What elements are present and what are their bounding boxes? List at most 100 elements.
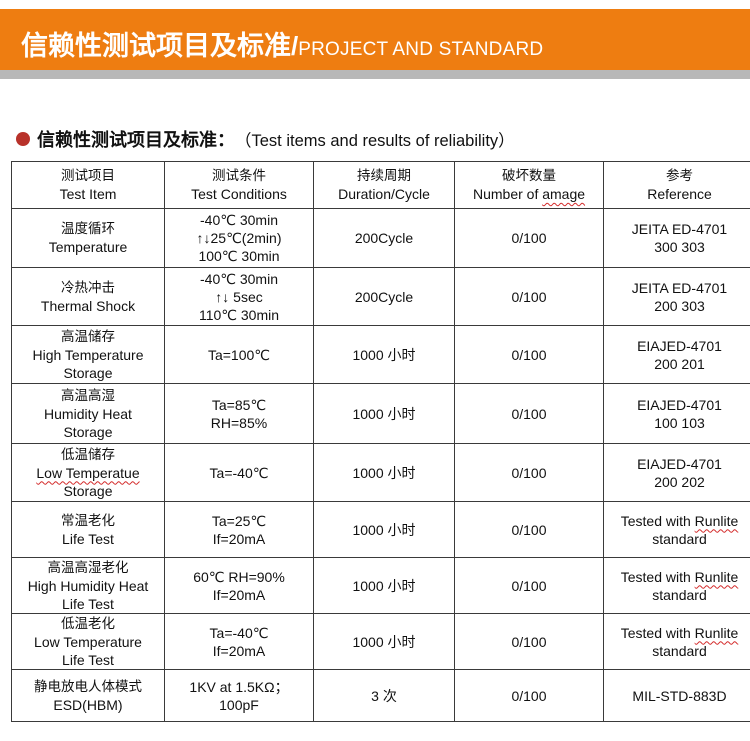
cell-test-item: 常温老化 Life Test xyxy=(11,501,165,558)
test-item-en-line2: Storage xyxy=(63,364,113,381)
duration-value: 1000 小时 xyxy=(352,633,416,650)
damage-value: 0/100 xyxy=(511,687,547,704)
header-cn: 参考 xyxy=(666,168,693,184)
damage-value: 0/100 xyxy=(511,346,547,363)
damage-value: 0/100 xyxy=(511,405,547,422)
header-en: Test Conditions xyxy=(191,186,287,202)
condition-line: If=20mA xyxy=(212,586,266,603)
reference-line: 100 103 xyxy=(654,414,705,431)
reference-brand: Runlite xyxy=(694,624,739,641)
test-item-cn: 冷热冲击 xyxy=(61,279,115,296)
damage-value: 0/100 xyxy=(511,288,547,305)
cell-damage: 0/100 xyxy=(454,383,604,444)
duration-value: 200Cycle xyxy=(354,230,414,246)
test-item-cn: 低温储存 xyxy=(61,446,115,463)
cell-reference: Tested with Runlite standard xyxy=(603,501,750,558)
cell-test-item: 温度循环 Temperature xyxy=(11,208,165,268)
test-item-cn: 高温高湿 xyxy=(61,387,115,404)
duration-value: 1000 小时 xyxy=(352,577,416,594)
cell-duration: 1000 小时 xyxy=(313,613,455,670)
cell-test-conditions: -40℃ 30min ↑↓25℃(2min) 100℃ 30min xyxy=(164,208,314,268)
cell-duration: 1000 小时 xyxy=(313,557,455,614)
header-en: Reference xyxy=(647,186,712,202)
cell-test-conditions: Ta=25℃ If=20mA xyxy=(164,501,314,558)
header-cn: 持续周期 xyxy=(357,168,411,184)
duration-value: 3 次 xyxy=(371,687,397,704)
condition-line: If=20mA xyxy=(212,642,266,659)
cell-damage: 0/100 xyxy=(454,208,604,268)
duration-value: 1000 小时 xyxy=(352,521,416,538)
reliability-table: 测试项目 Test Item 测试条件 Test Conditions 持续周期… xyxy=(11,161,750,722)
condition-line: ↑↓25℃(2min) xyxy=(196,230,282,246)
header-en: Number of amage xyxy=(457,185,601,203)
header-cn: 测试条件 xyxy=(212,168,266,184)
cell-test-conditions: Ta=100℃ xyxy=(164,325,314,384)
cell-test-item: 低温老化 Low Temperature Life Test xyxy=(11,613,165,670)
section-title-cn: 信赖性测试项目及标准： xyxy=(37,130,235,151)
table-row: 常温老化 Life Test Ta=25℃ If=20mA 1000 小时 0/100 Te… xyxy=(11,501,750,558)
reference-prefix: Tested with xyxy=(620,624,695,641)
cell-test-item: 高温高湿老化 High Humidity Heat Life Test xyxy=(11,557,165,614)
reference-line: Tested with Runlite xyxy=(606,568,750,586)
cell-test-conditions: Ta=-40℃ If=20mA xyxy=(164,613,314,670)
cell-duration: 1000 小时 xyxy=(313,325,455,384)
condition-line: Ta=85℃ xyxy=(211,396,267,413)
damage-value: 0/100 xyxy=(511,521,547,538)
cell-damage: 0/100 xyxy=(454,443,604,502)
test-item-cn: 低温老化 xyxy=(61,615,115,632)
header-duration: 持续周期 Duration/Cycle xyxy=(313,161,455,209)
cell-reference: Tested with Runlite standard xyxy=(603,557,750,614)
condition-line: -40℃ 30min xyxy=(200,270,278,287)
duration-value: 1000 小时 xyxy=(352,464,416,481)
header-en: Duration/Cycle xyxy=(338,186,430,202)
reference-prefix: Tested with xyxy=(620,512,695,529)
condition-line: ↑↓ 5sec xyxy=(215,288,263,305)
test-item-cn: 常温老化 xyxy=(61,512,115,529)
condition-line: 110℃ 30min xyxy=(198,306,280,323)
table-row: 温度循环 Temperature -40℃ 30min ↑↓25℃(2min) 100℃… xyxy=(11,208,750,268)
cell-reference: EIAJED-4701 200 202 xyxy=(603,443,750,502)
table-row: 高温高湿老化 High Humidity Heat Life Test 60℃ RH=… xyxy=(11,557,750,614)
cell-duration: 3 次 xyxy=(313,669,455,722)
banner-title-en: PROJECT AND STANDARD xyxy=(298,39,544,60)
header-banner: 信赖性测试项目及标准/PROJECT AND STANDARD xyxy=(0,9,750,79)
condition-line: 100℃ 30min xyxy=(198,248,280,264)
condition-line: Ta=25℃ xyxy=(211,512,267,529)
cell-test-item: 高温高湿 Humidity Heat Storage xyxy=(11,383,165,444)
bullet-icon xyxy=(16,132,30,146)
cell-damage: 0/100 xyxy=(454,325,604,384)
reference-line: JEITA ED-4701 xyxy=(631,221,728,237)
test-item-en-line2: Life Test xyxy=(62,595,114,612)
condition-line: Ta=-40℃ xyxy=(209,624,269,641)
section-title-en: （Test items and results of reliability） xyxy=(235,132,515,150)
condition-line: If=20mA xyxy=(212,530,266,547)
header-damage: 破坏数量 Number of amage xyxy=(454,161,604,209)
cell-reference: JEITA ED-4701 200 303 xyxy=(603,267,750,326)
test-item-cn: 温度循环 xyxy=(61,221,115,237)
header-test-conditions: 测试条件 Test Conditions xyxy=(164,161,314,209)
reference-line: standard xyxy=(652,586,707,603)
test-item-cn: 高温高湿老化 xyxy=(47,559,129,576)
reference-line: standard xyxy=(652,642,707,659)
table-row: 高温高湿 Humidity Heat Storage Ta=85℃ RH=85% 1000… xyxy=(11,383,750,444)
duration-value: 200Cycle xyxy=(354,288,414,305)
condition-line: 100pF xyxy=(219,696,259,713)
reference-line: 200 201 xyxy=(654,355,705,372)
cell-test-conditions: -40℃ 30min ↑↓ 5sec 110℃ 30min xyxy=(164,267,314,326)
test-item-en: Low Temperatue xyxy=(36,464,140,481)
test-item-cn: 高温储存 xyxy=(61,328,115,345)
reference-prefix: Tested with xyxy=(620,568,695,585)
cell-test-conditions: 60℃ RH=90% If=20mA xyxy=(164,557,314,614)
table-row: 低温储存 Low Temperatue Storage Ta=-40℃ 1000 小时 0… xyxy=(11,443,750,502)
test-item-en: Life Test xyxy=(62,530,114,547)
condition-line: RH=85% xyxy=(210,414,268,431)
cell-test-item: 高温储存 High Temperature Storage xyxy=(11,325,165,384)
test-item-en: Humidity Heat xyxy=(44,405,132,422)
cell-test-conditions: Ta=85℃ RH=85% xyxy=(164,383,314,444)
reference-line: standard xyxy=(652,530,707,547)
cell-damage: 0/100 xyxy=(454,669,604,722)
table-row: 高温储存 High Temperature Storage Ta=100℃ 1000 小… xyxy=(11,325,750,384)
header-test-item: 测试项目 Test Item xyxy=(11,161,165,209)
test-item-en: High Temperature xyxy=(32,346,144,363)
